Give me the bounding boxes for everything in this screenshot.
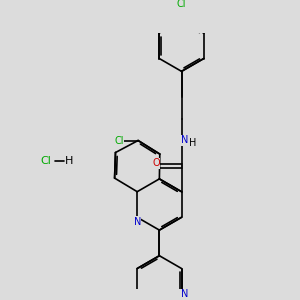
Text: N: N (181, 136, 188, 146)
Text: Cl: Cl (41, 156, 52, 166)
Text: N: N (134, 217, 141, 227)
Text: O: O (152, 158, 160, 168)
Text: Cl: Cl (177, 0, 186, 8)
Text: Cl: Cl (114, 136, 124, 146)
Text: H: H (65, 156, 74, 166)
Text: N: N (181, 289, 188, 299)
Text: H: H (189, 137, 197, 148)
